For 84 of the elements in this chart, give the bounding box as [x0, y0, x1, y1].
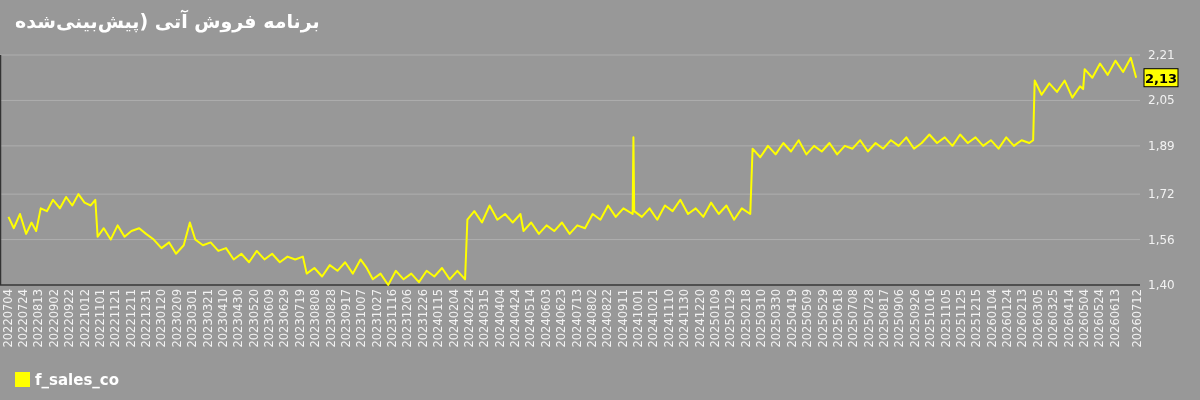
x-tick-label: 20260504: [1076, 289, 1091, 348]
x-tick-label: 20240911: [615, 289, 630, 348]
x-tick-label: 20240713: [569, 289, 584, 348]
x-tick-label: 20260213: [1015, 289, 1030, 348]
x-tick-label: 20250529: [815, 289, 830, 348]
y-tick-label: 2,05: [1148, 93, 1175, 108]
x-tick-label: 20230917: [338, 289, 353, 348]
x-tick-label: 20260124: [1000, 289, 1015, 348]
x-tick-label: 20250419: [784, 289, 799, 348]
x-tick-label: 20221012: [77, 289, 92, 348]
x-tick-label: 20250926: [907, 289, 922, 348]
x-tick-label: 20240802: [584, 289, 599, 348]
x-tick-label: 20240514: [523, 289, 538, 348]
x-tick-label: 20230609: [262, 289, 277, 348]
x-tick-label: 20230828: [323, 289, 338, 348]
x-tick-label: 20230808: [308, 289, 323, 348]
x-tick-label: 20230629: [277, 289, 292, 348]
x-tick-label: 20260414: [1061, 289, 1076, 348]
x-tick-label: 20251125: [953, 289, 968, 348]
y-tick-label: 1,40: [1148, 278, 1175, 292]
x-tick-label: 20250218: [738, 289, 753, 348]
x-tick-label: 20221231: [139, 289, 154, 348]
x-tick-label: 20240404: [492, 289, 507, 348]
x-tick-label: 20230301: [185, 289, 200, 348]
x-tick-label: 20230520: [246, 289, 261, 348]
x-tick-label: 20260305: [1030, 289, 1045, 348]
x-tick-label: 20250728: [861, 289, 876, 348]
x-tick-label: 20230321: [200, 289, 215, 348]
x-tick-label: 20250708: [846, 289, 861, 348]
x-tick-label: 20250310: [754, 289, 769, 348]
x-tick-label: 20241130: [677, 289, 692, 348]
x-tick-label: 20221101: [92, 289, 107, 348]
x-tick-label: 20250109: [707, 289, 722, 348]
x-tick-label: 20220704: [0, 289, 15, 348]
x-tick-label: 20260325: [1046, 289, 1061, 348]
x-tick-label: 20251016: [923, 289, 938, 348]
y-tick-label: 1,56: [1148, 232, 1175, 247]
x-tick-label: 20240424: [508, 289, 523, 348]
x-tick-label: 20251105: [938, 289, 953, 348]
y-tick-label: 1,89: [1148, 138, 1175, 153]
x-tick-label: 20230209: [169, 289, 184, 348]
x-tick-label: 20231027: [369, 289, 384, 348]
x-tick-label: 20250618: [830, 289, 845, 348]
x-tick-label: 20260712: [1129, 289, 1144, 348]
x-tick-label: 20221211: [123, 289, 138, 348]
x-tick-label: 20260613: [1107, 289, 1122, 348]
x-tick-label: 20221121: [108, 289, 123, 348]
x-tick-label: 20250817: [877, 289, 892, 348]
legend-label: f_sales_co: [35, 371, 120, 389]
y-tick-label: 2,21: [1148, 48, 1175, 62]
x-tick-label: 20230120: [154, 289, 169, 348]
x-tick-label: 20260524: [1092, 289, 1107, 348]
x-tick-label: 20230430: [231, 289, 246, 348]
x-tick-label: 20220922: [62, 289, 77, 348]
x-tick-label: 20260104: [984, 289, 999, 348]
x-tick-label: 20241001: [631, 289, 646, 348]
annotation: 2,13: [1144, 70, 1178, 86]
x-tick-label: 20240623: [554, 289, 569, 348]
x-tick-label: 20220902: [46, 289, 61, 348]
x-tick-label: 20240603: [538, 289, 553, 348]
x-tick-label: 20240315: [477, 289, 492, 348]
x-tick-label: 20250129: [723, 289, 738, 348]
x-tick-label: 20250330: [769, 289, 784, 348]
x-tick-label: 20241220: [692, 289, 707, 348]
x-tick-label: 20241021: [646, 289, 661, 348]
chart-title: برنامه فروش آتی (پیش‌بینی‌شده: [15, 10, 320, 32]
x-tick-label: 20230410: [215, 289, 230, 348]
x-tick-label: 20230719: [292, 289, 307, 348]
x-tick-label: 20220724: [16, 289, 31, 348]
x-tick-label: 20231226: [415, 289, 430, 348]
x-tick-label: 20240115: [431, 289, 446, 348]
line-series: [7, 56, 1138, 286]
x-tick-label: 20240822: [600, 289, 615, 348]
x-tick-label: 20231206: [400, 289, 415, 348]
x-tick-label: 20251215: [969, 289, 984, 348]
x-tick-label: 20250906: [892, 289, 907, 348]
x-tick-label: 20250509: [800, 289, 815, 348]
x-tick-label: 20240224: [461, 289, 476, 348]
x-tick-label: 20231007: [354, 289, 369, 348]
x-tick-label: 20220813: [31, 289, 46, 348]
x-tick-label: 20240204: [446, 289, 461, 348]
x-tick-label: 20231116: [385, 289, 400, 348]
y-tick-label: 1,72: [1148, 187, 1175, 202]
x-tick-label: 20241110: [661, 289, 676, 348]
